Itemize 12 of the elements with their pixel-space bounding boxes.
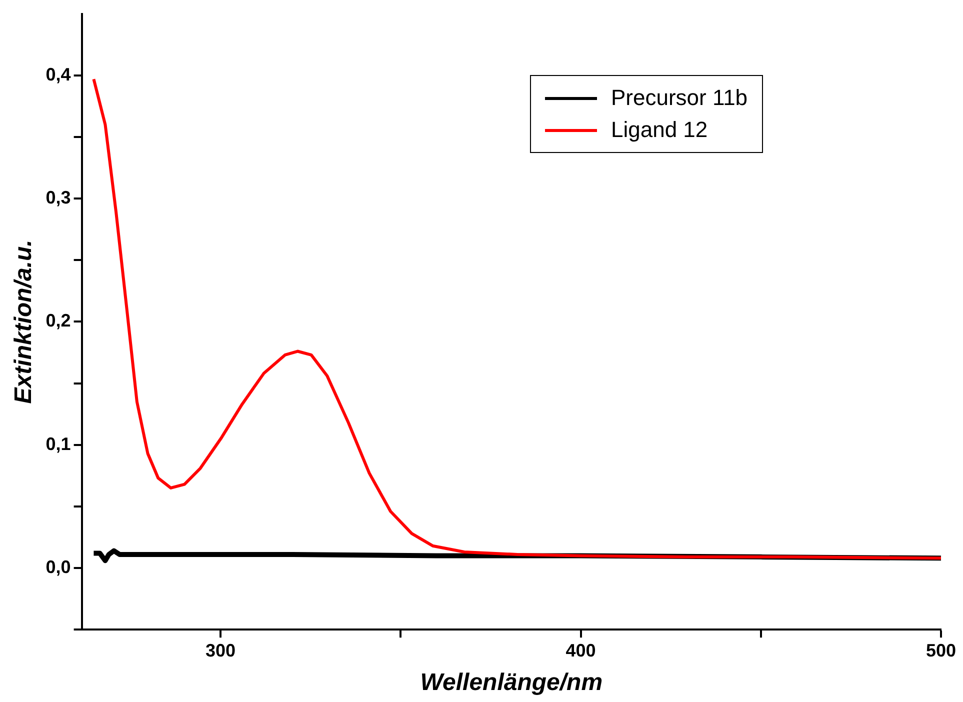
y-tick-label: 0,2 (46, 310, 71, 331)
y-tick-label: 0,1 (46, 434, 71, 454)
y-axis-title: Extinktion/a.u. (10, 240, 38, 404)
x-tick-label: 500 (926, 640, 956, 660)
y-tick-label: 0,0 (46, 556, 71, 577)
x-tick-label: 300 (205, 640, 236, 660)
y-tick-label: 0,3 (46, 188, 71, 208)
y-tick-label: 0,4 (46, 64, 71, 84)
x-tick-label: 400 (566, 640, 596, 660)
x-axis-title: Wellenlänge/nm (420, 669, 603, 696)
legend-label: Precursor 11b (611, 85, 748, 111)
legend-label: Ligand 12 (611, 117, 708, 143)
